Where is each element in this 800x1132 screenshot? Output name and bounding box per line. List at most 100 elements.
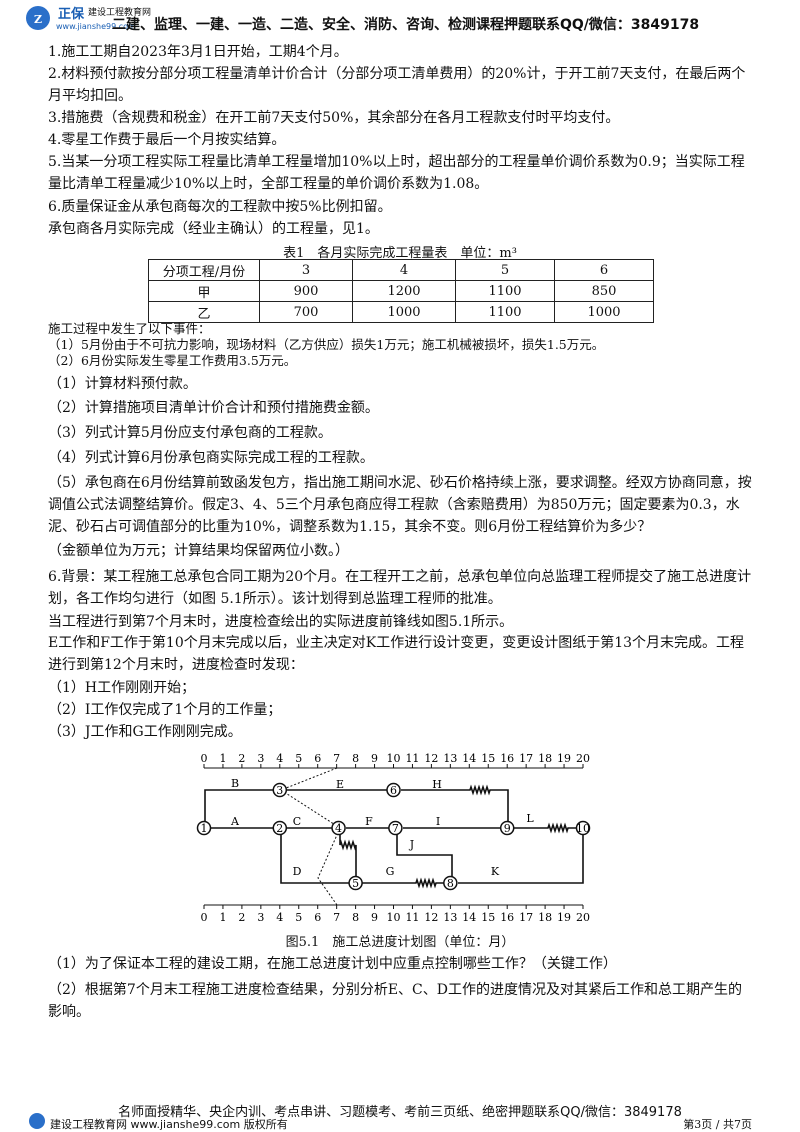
- paragraph: 5.当某一分项工程实际工程量比清单工程量增加10%以上时，超出部分的工程量单价调…: [48, 154, 745, 192]
- table-row: 甲 900 1200 1100 850: [148, 280, 654, 302]
- activity-label: A: [230, 815, 240, 828]
- arrow-line: [401, 784, 509, 822]
- node: [196, 820, 212, 836]
- paragraph: 4.零星工作费于最后一个月按实结算。: [48, 132, 286, 148]
- scale-label: 15: [481, 752, 495, 765]
- table-cell: 3: [259, 259, 353, 281]
- arrow-line: [396, 834, 453, 877]
- arrow-line: [280, 834, 350, 884]
- table: 分项工程/月份 3 4 5 6 甲 900 1200 1100 850 乙 700 1000 1100 10…: [148, 259, 654, 323]
- scale-label: 13: [443, 752, 457, 765]
- activity-label: B: [231, 777, 239, 790]
- scale-label: 16: [500, 752, 514, 765]
- figure-caption: 图5.1 施工总进度计划图（单位：月）: [285, 935, 515, 950]
- table-cell: 700: [259, 301, 353, 323]
- scale-label: 20: [576, 911, 590, 924]
- scale-label: 3: [257, 752, 264, 765]
- node-label: 1: [201, 822, 208, 835]
- question: （金额单位为万元；计算结果均保留两位小数。）: [48, 543, 349, 559]
- scale-label: 11: [405, 752, 419, 765]
- scale-label: 8: [352, 911, 359, 924]
- scale-label: 2: [238, 752, 245, 765]
- table-row: 分项工程/月份 3 4 5 6: [148, 259, 654, 281]
- event: 施工过程中发生了以下事件：: [48, 321, 211, 336]
- paragraph: 承包商各月实际完成（经业主确认）的工程量，见1。: [48, 221, 379, 237]
- scale-label: 9: [371, 752, 378, 765]
- svg-text:Z: Z: [34, 13, 42, 26]
- table-cell: 乙: [148, 301, 260, 323]
- paragraph: 1.施工工期自2023年3月1日开始，工期4个月。: [48, 44, 348, 60]
- node: [348, 875, 363, 891]
- node-label: 2: [276, 822, 283, 835]
- scale-label: 7: [333, 752, 340, 765]
- node-label: 8: [447, 877, 454, 890]
- node: [575, 820, 591, 836]
- node-label: 6: [390, 784, 397, 797]
- table-cell: 6: [554, 259, 654, 281]
- paragraph: 6.质量保证金从承包商每次的工程款中按5%比例扣留。: [48, 199, 392, 215]
- scale-label: 1: [219, 911, 226, 924]
- table-caption: 表1 各月实际完成工程量表 单位：m³: [283, 246, 517, 261]
- network-diagram: 0011223344556677889910101111121213131414…: [196, 752, 591, 924]
- node: [388, 820, 403, 836]
- scale-label: 14: [462, 752, 476, 765]
- background: 6.背景：某工程施工总承包合同工期为20个月。在工程开工之前，总承包单位向总监理…: [48, 569, 752, 607]
- scale-label: 19: [557, 752, 571, 765]
- paragraph: 3.措施费（含规费和税金）在开工前7天支付50%，其余部分在各月工程款支付时平均…: [48, 110, 620, 126]
- brand: 正保: [58, 7, 85, 22]
- table-cell: 900: [259, 280, 353, 302]
- scale-label: 6: [314, 752, 321, 765]
- background: E工作和F工作于第10个月末完成以后，业主决定对K工作进行设计变更，变更设计图纸…: [48, 635, 745, 673]
- arrow-line: [362, 877, 446, 889]
- scale-label: 9: [371, 911, 378, 924]
- activity-label: K: [491, 865, 500, 878]
- background: （2）I工作仅完成了1个月的工作量；: [48, 702, 282, 718]
- question: （5）承包商在6月份结算前致函发包方，指出施工期间水泥、砂石价格持续上涨，要求调…: [48, 475, 752, 535]
- paragraph: 2.材料预付款按分部分项工程量清单计价合计（分部分项工清单费用）的20%计，于开…: [48, 66, 746, 104]
- activity-label: I: [436, 815, 440, 828]
- event: （1）5月份由于不可抗力影响，现场材料（乙方供应）损失1万元；施工机械被损坏，损…: [48, 337, 605, 352]
- scale-label: 18: [538, 911, 552, 924]
- footer-text: 名师面授精华、央企内训、考点串讲、习题模考、考前三页纸、绝密押题联系QQ/微信：…: [118, 1105, 682, 1120]
- scale-label: 17: [519, 911, 533, 924]
- arrow-line: [458, 834, 584, 884]
- final-question: （2）根据第7个月末工程施工进度检查结果，分别分析E、C、D工作的进度情况及对其…: [48, 982, 742, 1020]
- table-cell: 850: [554, 280, 654, 302]
- table-cell: 1200: [352, 280, 456, 302]
- scale-label: 19: [557, 911, 571, 924]
- node-label: 10: [576, 822, 590, 835]
- footer-logo: [29, 1113, 45, 1129]
- scale-label: 12: [424, 752, 438, 765]
- node: [499, 820, 515, 836]
- page-number: 第3页 / 共7页: [683, 1118, 752, 1131]
- final-question: （1）为了保证本工程的建设工期，在施工总进度计划中应重点控制哪些工作？（关键工作…: [48, 956, 617, 972]
- scale-label: 10: [387, 911, 401, 924]
- table-row: 乙 700 1000 1100 1000: [148, 301, 654, 323]
- node: [272, 820, 288, 836]
- node: [272, 782, 288, 798]
- table-cell: 甲: [148, 280, 260, 302]
- scale-label: 16: [500, 911, 514, 924]
- table-cell: 5: [455, 259, 555, 281]
- background: （3）J工作和G工作刚刚完成。: [48, 724, 242, 740]
- activity-label: G: [386, 865, 395, 878]
- event: （2）6月份实际发生零星工作费用3.5万元。: [48, 353, 297, 368]
- arrow-line: [514, 822, 577, 834]
- node: [443, 875, 458, 891]
- node-label: 4: [335, 822, 342, 835]
- logo: Z: [26, 6, 50, 30]
- scale-label: 20: [576, 752, 590, 765]
- arrow-line: [339, 834, 357, 877]
- scale-label: 3: [257, 911, 264, 924]
- question: （4）列式计算6月份承包商实际完成工程的工程款。: [48, 450, 374, 466]
- activity-label: E: [336, 778, 344, 791]
- scale-label: 13: [443, 911, 457, 924]
- progress-line: [279, 767, 341, 906]
- activity-label: L: [526, 812, 534, 825]
- scale-label: 1: [219, 752, 226, 765]
- question: （3）列式计算5月份应支付承包商的工程款。: [48, 425, 332, 441]
- table-cell: 分项工程/月份: [148, 259, 260, 281]
- brand-sub: 建设工程教育网: [88, 8, 152, 18]
- node-label: 5: [352, 877, 359, 890]
